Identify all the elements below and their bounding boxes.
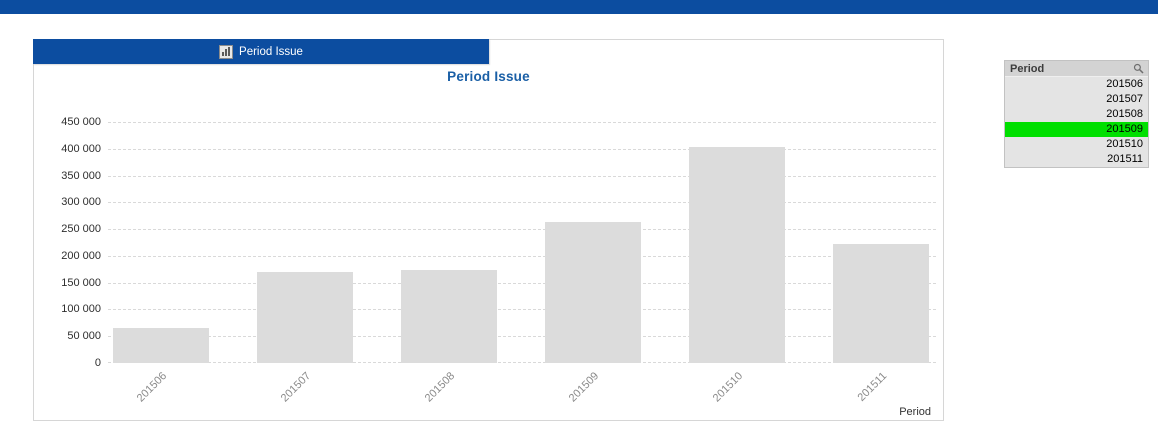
gridline xyxy=(108,149,936,150)
gridline xyxy=(108,309,936,310)
x-tick-label: 201509 xyxy=(567,370,602,405)
gridline xyxy=(108,283,936,284)
bar-201507[interactable] xyxy=(257,272,353,363)
plot-area: 201506 201507 201508 201509 201510 201511 xyxy=(108,122,936,404)
listbox-title: Period xyxy=(1010,62,1045,75)
gridline xyxy=(108,122,936,123)
x-axis-title: Period xyxy=(899,406,931,418)
period-listbox: Period 201506 201507 201508 201509 201510 201… xyxy=(1004,60,1149,168)
bar-201511[interactable] xyxy=(833,244,929,363)
x-tick-label: 201507 xyxy=(279,370,314,405)
listbox-item-201510[interactable]: 201510 xyxy=(1106,138,1143,150)
listbox-header[interactable]: Period xyxy=(1005,61,1148,77)
listbox-item-201509[interactable]: 201509 xyxy=(1005,122,1148,137)
chart-caption-bar[interactable]: Period Issue xyxy=(33,39,489,64)
y-tick-label: 250 000 xyxy=(61,223,101,235)
gridline xyxy=(108,176,936,177)
x-tick-label: 201511 xyxy=(855,370,890,404)
bar-201508[interactable] xyxy=(401,270,497,363)
gridline xyxy=(108,229,936,230)
y-tick-label: 0 xyxy=(94,357,101,369)
y-tick-label: 100 000 xyxy=(61,303,101,315)
gridline xyxy=(108,256,936,257)
gridline xyxy=(108,336,936,337)
y-axis-labels: 0 50 000 100 000 150 000 200 000 250 000 300 0… xyxy=(34,116,101,369)
gridline xyxy=(108,202,936,203)
y-tick-label: 450 000 xyxy=(61,116,101,128)
y-tick-label: 300 000 xyxy=(61,196,101,208)
chart-caption-title: Period Issue xyxy=(239,45,303,58)
chart-title: Period Issue xyxy=(447,69,530,84)
listbox-item-201508[interactable]: 201508 xyxy=(1106,108,1143,120)
chart-window: Period Issue Period Issue 0 50 000 100 000… xyxy=(33,39,944,421)
y-tick-label: 200 000 xyxy=(61,250,101,262)
listbox-rows: 201506 201507 201508 201509 201510 201511 xyxy=(1005,77,1148,167)
magnifier-icon[interactable] xyxy=(1133,63,1144,74)
listbox-item-201507[interactable]: 201507 xyxy=(1106,93,1143,105)
bar-chart-icon xyxy=(219,44,234,59)
gridline xyxy=(108,362,936,363)
y-tick-label: 350 000 xyxy=(61,170,101,182)
listbox-item-201511[interactable]: 201511 xyxy=(1107,153,1143,165)
x-tick-label: 201510 xyxy=(711,370,746,405)
x-tick-label: 201508 xyxy=(423,370,458,405)
bar-201509[interactable] xyxy=(545,222,641,363)
bar-201506[interactable] xyxy=(113,328,209,363)
x-tick-label: 201506 xyxy=(135,370,170,405)
y-tick-label: 150 000 xyxy=(61,277,101,289)
bar-201510[interactable] xyxy=(689,147,785,363)
top-toolbar-bar xyxy=(0,0,1158,14)
y-tick-label: 50 000 xyxy=(67,330,101,342)
y-tick-label: 400 000 xyxy=(61,143,101,155)
listbox-item-201506[interactable]: 201506 xyxy=(1106,78,1143,90)
